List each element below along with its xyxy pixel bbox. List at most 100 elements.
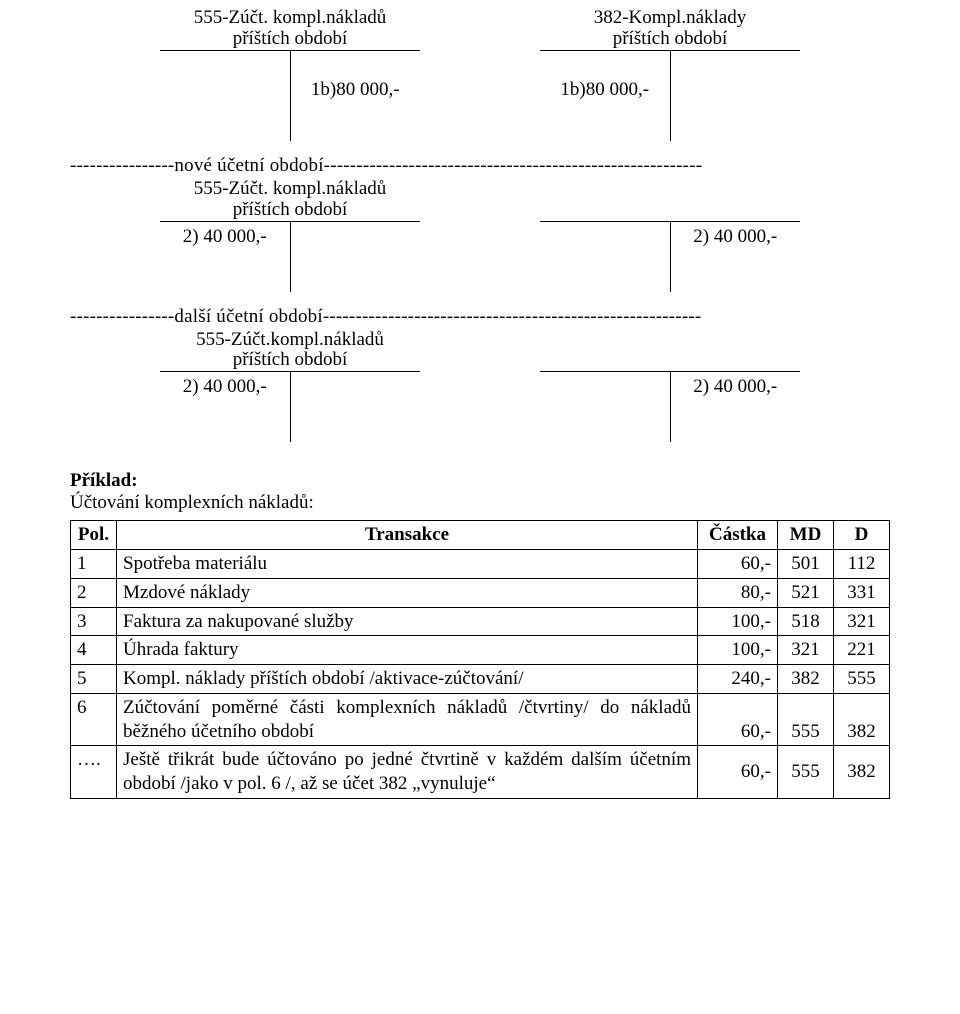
table-row: 5 Kompl. náklady příštích období /aktiva… [71,665,890,694]
t-account-right-p1: 2) 40 000,- [540,179,800,292]
table-row: 4 Úhrada faktury 100,- 321 221 [71,636,890,665]
t-title: 555-Zúčt.kompl.nákladů příštích období [160,330,420,372]
t-entry: 1b)80 000,- [291,79,421,101]
table-row: 1 Spotřeba materiálu 60,- 501 112 [71,550,890,579]
cell-md: 555 [778,693,834,746]
t-title-line2: příštích období [233,28,348,49]
t-debit: 1b)80 000,- [540,51,671,141]
table-row: …. Ještě třikrát bude účtováno po jedné … [71,746,890,799]
t-debit: 2) 40 000,- [160,372,291,442]
t-entry: 2) 40 000,- [671,226,801,248]
example-label-plain: Účtování komplexních nákladů: [70,492,314,513]
th-d: D [834,521,890,550]
cell-d: 112 [834,550,890,579]
cell-n: 2 [71,578,117,607]
t-accounts-period1: 555-Zúčt. kompl.nákladů příštích období … [70,179,890,292]
period-divider-next: ----------------další účetní období-----… [70,306,890,328]
t-account-right-p2: 2) 40 000,- [540,330,800,443]
t-credit: 2) 40 000,- [671,372,801,442]
t-title: 555-Zúčt. kompl.nákladů příštích období [160,8,420,50]
th-md: MD [778,521,834,550]
cell-t: Zúčtování poměrné části komplexních nákl… [117,693,698,746]
t-entry: 1b)80 000,- [540,79,670,101]
t-credit: 1b)80 000,- [291,51,421,141]
cell-t: Úhrada faktury [117,636,698,665]
table-row: 2 Mzdové náklady 80,- 521 331 [71,578,890,607]
cell-n: 5 [71,665,117,694]
t-title [540,330,800,372]
t-account-555-p2: 555-Zúčt.kompl.nákladů příštích období 2… [160,330,420,443]
cell-a: 60,- [698,746,778,799]
t-credit: 2) 40 000,- [671,222,801,292]
t-body: 2) 40 000,- [540,221,800,292]
period-divider-new: ----------------nové účetní období------… [70,155,890,177]
example-table: Pol. Transakce Částka MD D 1 Spotřeba ma… [70,520,890,799]
t-entry: 2) 40 000,- [160,226,290,248]
cell-a: 100,- [698,607,778,636]
t-debit [540,372,671,442]
cell-n: 3 [71,607,117,636]
t-title-line2: příštích období [233,199,348,220]
cell-md: 321 [778,636,834,665]
t-body: 2) 40 000,- [540,371,800,442]
cell-md: 555 [778,746,834,799]
t-credit [291,372,421,442]
t-entry: 2) 40 000,- [671,376,801,398]
table-row: 3 Faktura za nakupované služby 100,- 518… [71,607,890,636]
t-credit [671,51,801,141]
example-label-bold: Příklad: [70,470,138,491]
cell-n: 4 [71,636,117,665]
cell-t: Spotřeba materiálu [117,550,698,579]
cell-n: 1 [71,550,117,579]
t-debit: 2) 40 000,- [160,222,291,292]
t-title: 382-Kompl.náklady příštích období [540,8,800,50]
cell-md: 518 [778,607,834,636]
table-head: Pol. Transakce Částka MD D [71,521,890,550]
table-body: 1 Spotřeba materiálu 60,- 501 112 2 Mzdo… [71,550,890,799]
table-row: 6 Zúčtování poměrné části komplexních ná… [71,693,890,746]
cell-md: 521 [778,578,834,607]
cell-md: 382 [778,665,834,694]
cell-d: 382 [834,746,890,799]
cell-d: 382 [834,693,890,746]
t-title-line1: 555-Zúčt. kompl.nákladů [194,178,387,199]
cell-a: 60,- [698,550,778,579]
t-title-line2: příštích období [233,349,348,370]
t-account-555-p1: 555-Zúčt. kompl.nákladů příštích období … [160,179,420,292]
t-body: 1b)80 000,- [540,50,800,141]
cell-t: Faktura za nakupované služby [117,607,698,636]
cell-a: 240,- [698,665,778,694]
cell-md: 501 [778,550,834,579]
cell-d: 221 [834,636,890,665]
cell-a: 80,- [698,578,778,607]
cell-n: …. [71,746,117,799]
cell-t: Mzdové náklady [117,578,698,607]
t-title-line1: 382-Kompl.náklady [594,7,747,28]
t-credit [291,222,421,292]
t-body: 2) 40 000,- [160,221,420,292]
t-title-line1: 555-Zúčt. kompl.nákladů [194,7,387,28]
t-debit [540,222,671,292]
t-title: 555-Zúčt. kompl.nákladů příštích období [160,179,420,221]
cell-a: 100,- [698,636,778,665]
cell-t: Ještě třikrát bude účtováno po jedné čtv… [117,746,698,799]
t-title-line2: příštích období [613,28,728,49]
t-account-382-top: 382-Kompl.náklady příštích období 1b)80 … [540,8,800,141]
t-accounts-top: 555-Zúčt. kompl.nákladů příštích období … [70,8,890,141]
page: 555-Zúčt. kompl.nákladů příštích období … [0,0,960,829]
t-title [540,179,800,221]
t-entry: 2) 40 000,- [160,376,290,398]
cell-t: Kompl. náklady příštích období /aktivace… [117,665,698,694]
t-debit [160,51,291,141]
cell-d: 321 [834,607,890,636]
t-body: 2) 40 000,- [160,371,420,442]
cell-n: 6 [71,693,117,746]
th-pol: Pol. [71,521,117,550]
t-body: 1b)80 000,- [160,50,420,141]
cell-a: 60,- [698,693,778,746]
th-amount: Částka [698,521,778,550]
cell-d: 331 [834,578,890,607]
t-title-line1: 555-Zúčt.kompl.nákladů [196,329,384,350]
t-accounts-period2: 555-Zúčt.kompl.nákladů příštích období 2… [70,330,890,443]
table-header-row: Pol. Transakce Částka MD D [71,521,890,550]
